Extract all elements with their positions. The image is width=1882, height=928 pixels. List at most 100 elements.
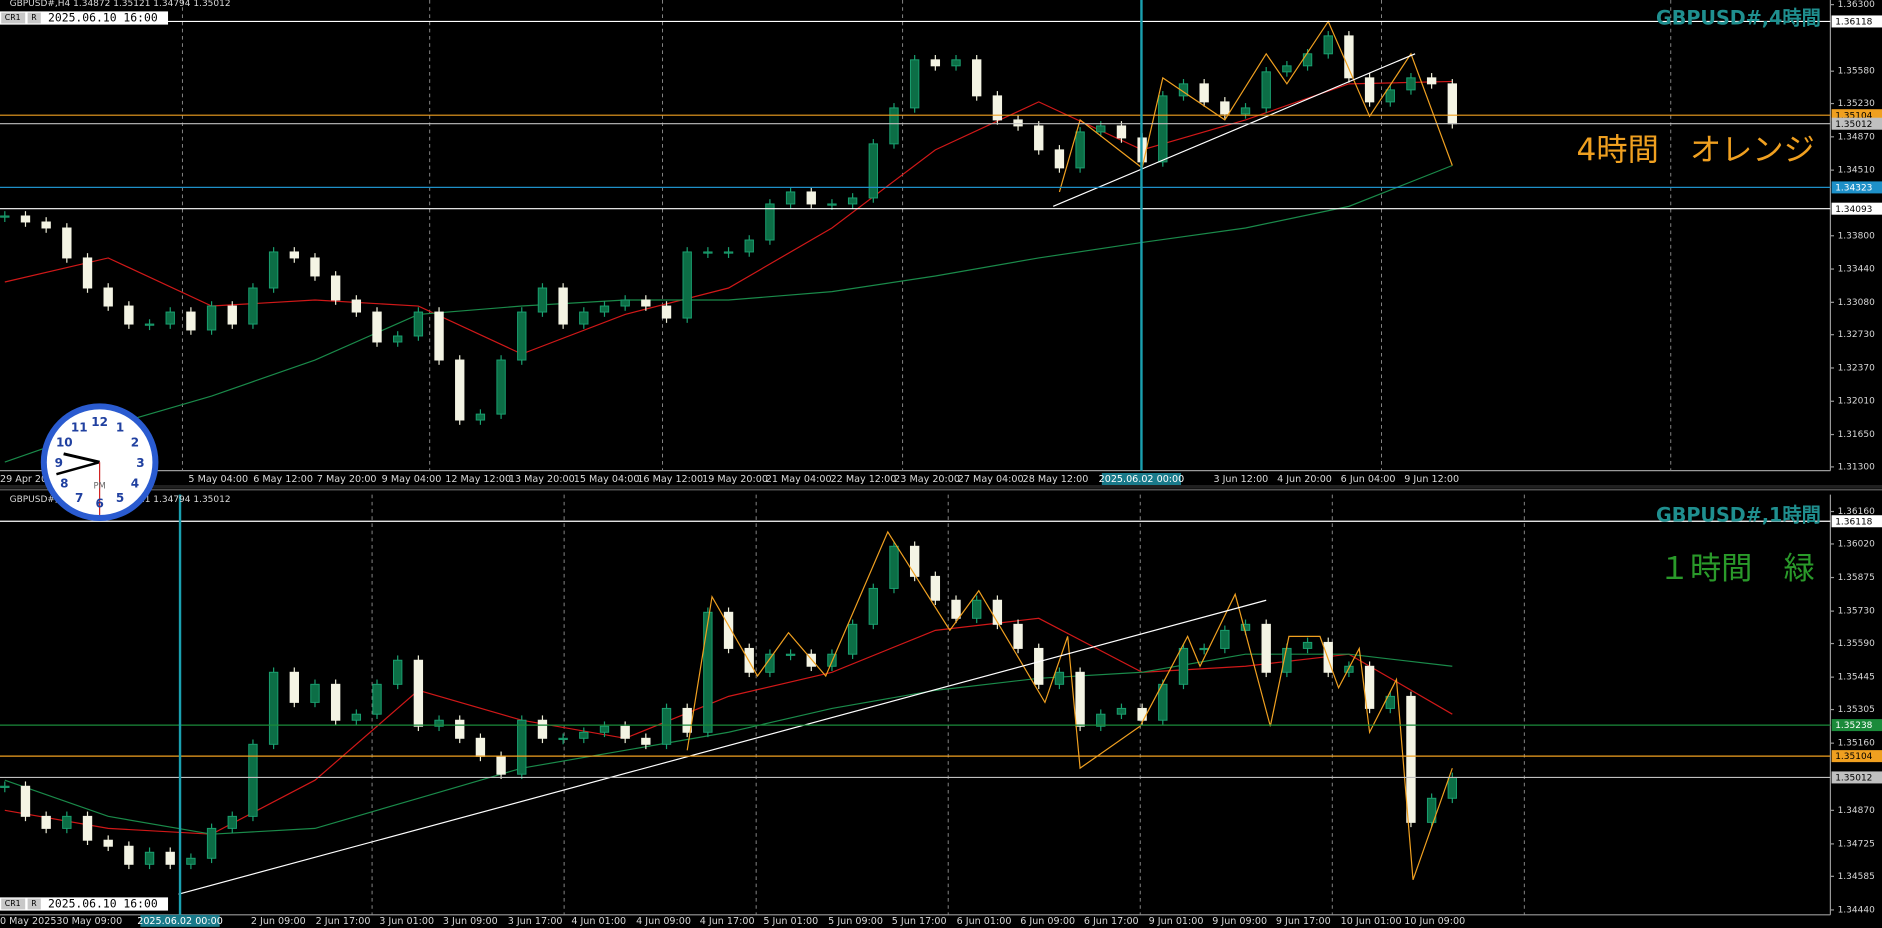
clock-ampm: PM	[93, 481, 105, 491]
candle	[1426, 797, 1437, 823]
candle	[1261, 623, 1271, 673]
trendline	[1052, 53, 1416, 207]
candle	[1426, 77, 1437, 85]
time-label: 22 May 12:00	[831, 474, 897, 485]
candle	[289, 251, 299, 259]
date-box-cr-label: CR1	[5, 899, 21, 908]
candle	[889, 107, 899, 145]
candle	[103, 287, 113, 307]
candle	[537, 287, 548, 313]
candle	[124, 305, 134, 325]
time-label: 5 Jun 01:00	[763, 916, 818, 927]
price-level-label: 1.36118	[1835, 517, 1872, 527]
candle	[434, 311, 444, 361]
candle	[393, 659, 403, 685]
candle	[186, 311, 196, 331]
candle	[165, 311, 175, 325]
candle	[579, 311, 589, 325]
candle	[972, 59, 982, 97]
candle	[41, 221, 51, 229]
candle	[517, 719, 527, 775]
candle	[413, 311, 424, 337]
candle	[765, 653, 775, 673]
y-tick-label: 1.31300	[1838, 462, 1875, 472]
candle	[641, 299, 651, 307]
candle	[248, 287, 258, 325]
price-level-label: 1.35104	[1835, 111, 1872, 121]
y-tick-label: 1.35875	[1838, 573, 1875, 583]
highlight-time-box	[140, 914, 220, 927]
candle	[951, 599, 961, 619]
time-label: 3 Jun 12:00	[1213, 474, 1268, 485]
time-label: 3 Jun 17:00	[508, 916, 563, 927]
highlight-time-box	[1101, 473, 1182, 486]
candle	[372, 311, 382, 343]
candle	[972, 599, 982, 619]
candle	[41, 815, 51, 829]
candle	[909, 59, 920, 109]
clock-numeral: 1	[116, 421, 124, 435]
time-label: 5 Jun 09:00	[828, 916, 883, 927]
moving-average	[4, 653, 1453, 835]
date-box-r-label: R	[31, 13, 37, 22]
price-level-box	[1831, 515, 1882, 528]
date-box-r	[27, 898, 41, 910]
candle	[1261, 71, 1271, 109]
y-tick-label: 1.35730	[1838, 607, 1875, 617]
candle	[1240, 107, 1251, 115]
candle	[20, 215, 31, 223]
candle	[1344, 35, 1354, 79]
candle	[124, 845, 134, 865]
candle	[579, 731, 589, 739]
zigzag	[1058, 20, 1453, 193]
time-label: 9 Jun 09:00	[1212, 916, 1267, 927]
candle	[475, 413, 486, 421]
price-level-box	[1831, 15, 1882, 28]
chart-header: GBPUSD#,H4 1.34872 1.35121 1.34794 1.350…	[10, 0, 231, 9]
candle	[62, 227, 72, 259]
candle	[661, 707, 672, 745]
candle	[227, 815, 237, 829]
candle	[475, 737, 486, 757]
candle	[330, 683, 341, 721]
candle	[930, 575, 941, 601]
y-tick-label: 1.34725	[1838, 839, 1875, 849]
candle	[1137, 707, 1147, 721]
candle	[1199, 83, 1209, 103]
candle	[951, 59, 961, 67]
y-tick-label: 1.33080	[1838, 298, 1875, 308]
y-tick-label: 1.34440	[1838, 905, 1875, 915]
clock-numeral: 5	[116, 491, 124, 505]
y-tick-label: 1.35160	[1838, 739, 1875, 749]
date-box-r	[27, 12, 41, 24]
candle	[1158, 95, 1168, 163]
candle	[868, 143, 878, 199]
minute-hand	[63, 452, 100, 464]
candle	[806, 191, 816, 205]
candle	[82, 815, 93, 841]
candle	[1013, 623, 1023, 649]
price-level-label: 1.34323	[1835, 184, 1872, 194]
date-box-r-label: R	[31, 899, 37, 908]
time-label: 4 Jun 17:00	[700, 916, 755, 927]
time-label: 4 Jun 09:00	[636, 916, 691, 927]
y-tick-label: 1.36300	[1838, 0, 1875, 10]
candle	[1178, 83, 1189, 97]
candle	[703, 251, 713, 254]
candle	[1096, 713, 1106, 727]
candle	[744, 647, 754, 673]
clock-numeral: 11	[71, 421, 88, 435]
time-label: 7 May 20:00	[317, 474, 377, 485]
date-box-cr-label: CR1	[5, 13, 21, 22]
time-label: 30 May 09:00	[56, 916, 122, 927]
time-label: 0 May 2025	[0, 916, 56, 927]
time-label: 2 Jun 09:00	[251, 916, 306, 927]
candle	[847, 623, 858, 655]
candle	[661, 305, 672, 319]
date-box-bg	[0, 897, 169, 911]
candle	[1034, 647, 1044, 685]
candle	[1116, 707, 1127, 715]
chart-title: GBPUSD#,4時間	[1656, 7, 1821, 30]
candle	[1075, 671, 1085, 727]
